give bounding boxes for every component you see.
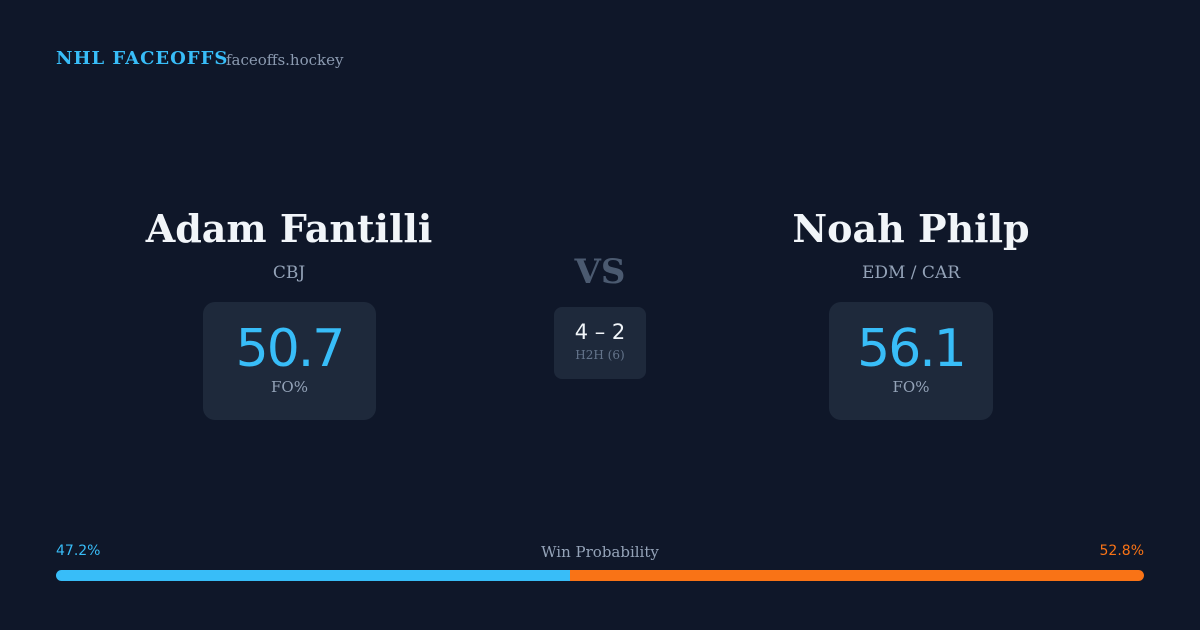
brand-title: NHL FACEOFFS (56, 48, 229, 69)
win-prob-bar (56, 570, 1144, 581)
versus-label: VS (574, 252, 626, 292)
faceoff-pct: 50.7 (235, 319, 346, 379)
player-team: CBJ (272, 263, 306, 283)
win-prob-segment (569, 570, 1144, 581)
win-prob-right: 52.8% (1099, 543, 1144, 559)
faceoff-label: FO% (892, 378, 930, 396)
h2h-score: 4 – 2 (574, 320, 626, 344)
stat-card: 56.1 FO% (829, 302, 993, 420)
stat-card: 50.7 FO% (203, 302, 376, 420)
win-prob-left: 47.2% (56, 543, 101, 559)
h2h-label: H2H (6) (575, 348, 625, 362)
win-prob-segment (56, 570, 570, 581)
player-name: Noah Philp (792, 206, 1030, 251)
faceoff-label: FO% (271, 378, 308, 396)
player-team: EDM / CAR (861, 263, 961, 283)
win-prob-title: Win Probability (541, 543, 659, 561)
faceoff-pct: 56.1 (857, 319, 967, 379)
h2h-card: 4 – 2 H2H (6) (554, 307, 646, 379)
site-name: faceoffs.hockey (226, 51, 344, 69)
player-name: Adam Fantilli (145, 206, 433, 251)
